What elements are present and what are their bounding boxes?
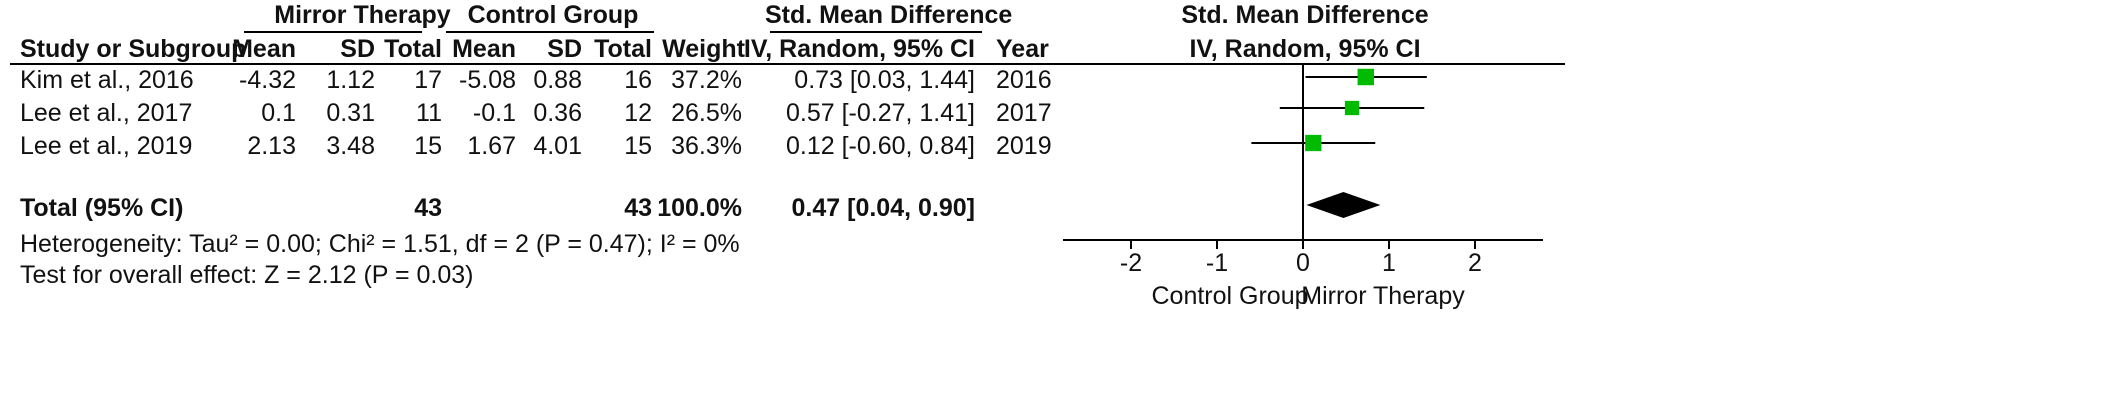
year-cell: 2016 (996, 66, 1052, 94)
sd2-cell: 0.88 (533, 66, 582, 94)
x-tick-label: -1 (1206, 249, 1228, 277)
group2-underline (446, 31, 654, 33)
x-label-right: Mirror Therapy (1301, 282, 1465, 310)
total1-cell: 15 (414, 132, 442, 160)
sd1-header: SD (340, 35, 375, 63)
mean2-cell: 1.67 (467, 132, 516, 160)
mean1-cell: -4.32 (239, 66, 296, 94)
weight-cell: 37.2% (671, 66, 742, 94)
year-header: Year (996, 35, 1049, 63)
total2-cell: 15 (624, 132, 652, 160)
plot-title: Std. Mean Difference (1181, 1, 1429, 29)
total1-header: Total (384, 35, 442, 63)
mean1-cell: 0.1 (261, 99, 296, 127)
overall-effect-text: Test for overall effect: Z = 2.12 (P = 0… (20, 261, 474, 289)
x-tick-label: 2 (1468, 249, 1482, 277)
total1-cell: 17 (414, 66, 442, 94)
sd2-cell: 0.36 (533, 99, 582, 127)
x-tick-label: 0 (1296, 249, 1310, 277)
effect-underline (770, 31, 982, 33)
ci-cell: 0.73 [0.03, 1.44] (794, 66, 975, 94)
total-weight: 100.0% (657, 194, 742, 222)
total-label: Total (95% CI) (20, 194, 184, 222)
header-separator (10, 63, 1565, 65)
year-cell: 2017 (996, 99, 1052, 127)
weight-header: Weight (662, 35, 745, 63)
x-label-left: Control Group (1151, 282, 1308, 310)
sd1-cell: 3.48 (326, 132, 375, 160)
x-tick-label: -2 (1120, 249, 1142, 277)
total1-cell: 11 (416, 99, 442, 127)
sd2-header: SD (547, 35, 582, 63)
study-marker (1344, 100, 1360, 116)
total2-cell: 16 (624, 66, 652, 94)
sd1-cell: 0.31 (326, 99, 375, 127)
sd1-cell: 1.12 (326, 66, 375, 94)
plot-method: IV, Random, 95% CI (1189, 35, 1421, 63)
effect-group-header: Std. Mean Difference (765, 1, 1013, 29)
study-marker (1305, 134, 1322, 152)
group1-header: Mirror Therapy (274, 1, 451, 29)
mean1-header: Mean (232, 35, 296, 63)
study-marker (1357, 68, 1374, 86)
total2-cell: 12 (624, 99, 652, 127)
weight-cell: 26.5% (671, 99, 742, 127)
sd2-cell: 4.01 (533, 132, 582, 160)
year-cell: 2019 (996, 132, 1052, 160)
study-name: Kim et al., 2016 (20, 66, 194, 94)
study-name: Lee et al., 2019 (20, 132, 193, 160)
heterogeneity-text: Heterogeneity: Tau² = 0.00; Chi² = 1.51,… (20, 230, 740, 258)
study-name: Lee et al., 2017 (20, 99, 193, 127)
ci-cell: 0.57 [-0.27, 1.41] (785, 99, 975, 127)
total-ci: 0.47 [0.04, 0.90] (791, 194, 975, 222)
mean2-cell: -0.1 (472, 99, 516, 127)
mean2-header: Mean (452, 35, 516, 63)
group2-header: Control Group (467, 1, 639, 29)
group1-underline (244, 31, 422, 33)
total2-sum: 43 (624, 194, 652, 222)
mean2-cell: -5.08 (459, 66, 516, 94)
mean1-cell: 2.13 (247, 132, 296, 160)
pooled-diamond (1306, 192, 1381, 218)
ci-cell: 0.12 [-0.60, 0.84] (785, 132, 975, 160)
total1-sum: 43 (414, 194, 442, 222)
weight-cell: 36.3% (671, 132, 742, 160)
study-header: Study or Subgroup (20, 35, 247, 63)
x-tick-label: 1 (1382, 249, 1396, 277)
method-header: IV, Random, 95% CI (743, 35, 975, 63)
total2-header: Total (594, 35, 652, 63)
